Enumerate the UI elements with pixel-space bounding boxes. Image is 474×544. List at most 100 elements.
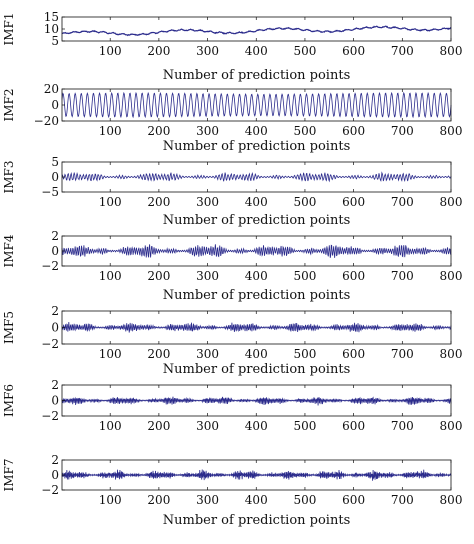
- y-tick-label: −20: [34, 114, 59, 128]
- y-tick-label: 0: [51, 98, 59, 112]
- x-tick-label: 700: [391, 124, 414, 138]
- imf-7-xlabel: Number of prediction points: [163, 513, 350, 528]
- x-tick-label: 200: [147, 269, 170, 283]
- imf-2-xlabel: Number of prediction points: [163, 139, 350, 154]
- x-tick-label: 800: [440, 124, 463, 138]
- imf-1-xlabel: Number of prediction points: [163, 68, 350, 83]
- x-tick-label: 600: [342, 347, 365, 361]
- y-tick-label: −2: [41, 483, 59, 497]
- x-tick-label: 400: [245, 195, 268, 209]
- x-tick-label: 500: [293, 124, 316, 138]
- x-tick-label: 200: [147, 419, 170, 433]
- imf-4-xlabel: Number of prediction points: [163, 288, 350, 303]
- x-tick-label: 500: [293, 269, 316, 283]
- imf-4-ylabel: IMF4: [2, 234, 16, 267]
- x-tick-label: 700: [391, 347, 414, 361]
- imf-7-series-line: [61, 469, 452, 481]
- x-tick-label: 800: [440, 195, 463, 209]
- x-tick-label: 600: [342, 269, 365, 283]
- x-tick-label: 100: [99, 419, 122, 433]
- x-tick-label: 800: [440, 347, 463, 361]
- y-tick-label: 0: [51, 321, 59, 335]
- y-tick-label: −2: [41, 337, 59, 351]
- x-tick-label: 300: [196, 269, 219, 283]
- x-tick-label: 100: [99, 269, 122, 283]
- x-tick-label: 300: [196, 347, 219, 361]
- y-tick-label: 20: [44, 82, 59, 96]
- x-tick-label: 300: [196, 124, 219, 138]
- x-tick-label: 100: [99, 195, 122, 209]
- imf-1-ylabel: IMF1: [2, 13, 16, 46]
- y-tick-label: 2: [51, 229, 59, 243]
- imf-7-ylabel: IMF7: [2, 459, 16, 492]
- x-tick-label: 400: [245, 44, 268, 58]
- x-tick-label: 500: [293, 493, 316, 507]
- x-tick-label: 500: [293, 347, 316, 361]
- y-tick-label: 0: [51, 170, 59, 184]
- x-tick-label: 700: [391, 493, 414, 507]
- x-tick-label: 100: [99, 124, 122, 138]
- x-tick-label: 600: [342, 419, 365, 433]
- imf-panel-5: 100 200 300 400 500 600 700 800 −2 0 2 IMF5 Number o…: [2, 304, 462, 377]
- x-tick-label: 200: [147, 44, 170, 58]
- y-tick-label: 5: [51, 155, 59, 169]
- imf-1-series-line: [61, 25, 452, 37]
- y-tick-label: 15: [44, 10, 59, 24]
- x-tick-label: 800: [440, 419, 463, 433]
- y-tick-label: 0: [51, 244, 59, 258]
- y-tick-label: −2: [41, 409, 59, 423]
- imf-3-xlabel: Number of prediction points: [163, 213, 350, 228]
- x-tick-label: 700: [391, 269, 414, 283]
- x-tick-label: 300: [196, 195, 219, 209]
- imf-panel-2: 100 200 300 400 500 600 700 800 −20 0 20 IMF2 Number…: [2, 82, 462, 154]
- imf-6-ylabel: IMF6: [2, 384, 16, 417]
- imf-panel-3: 100 200 300 400 500 600 700 800 −505 IMF3 Number o…: [2, 155, 462, 228]
- imf-panel-7: 100 200 300 400 500 600 700 800 −202 IMF7 Number o…: [2, 453, 462, 528]
- y-tick-label: 10: [44, 22, 59, 36]
- x-tick-label: 600: [342, 44, 365, 58]
- x-tick-label: 400: [245, 419, 268, 433]
- imf-4-series-line: [61, 244, 452, 258]
- y-tick-label: 2: [51, 304, 59, 318]
- x-tick-label: 700: [391, 195, 414, 209]
- x-tick-label: 400: [245, 493, 268, 507]
- x-tick-label: 100: [99, 347, 122, 361]
- x-tick-label: 300: [196, 493, 219, 507]
- x-tick-label: 500: [293, 195, 316, 209]
- imf-3-series-line: [61, 171, 452, 183]
- x-tick-label: 200: [147, 195, 170, 209]
- imf-5-xlabel: Number of prediction points: [163, 362, 350, 377]
- imf-1-frame: [61, 16, 452, 42]
- x-tick-label: 500: [293, 44, 316, 58]
- x-tick-label: 700: [391, 419, 414, 433]
- imf-panel-4: 100 200 300 400 500 600 700 800 −202 IMF4 Number o…: [2, 229, 462, 303]
- imf-panel-6: 100 200 300 400 500 600 700 800 −20 2 IMF6: [2, 378, 462, 433]
- x-tick-label: 600: [342, 493, 365, 507]
- x-tick-label: 700: [391, 44, 414, 58]
- x-tick-label: 300: [196, 44, 219, 58]
- x-tick-label: 800: [440, 493, 463, 507]
- imf-3-ylabel: IMF3: [2, 161, 16, 194]
- imf-5-ylabel: IMF5: [2, 311, 16, 344]
- x-tick-label: 400: [245, 124, 268, 138]
- x-tick-label: 200: [147, 124, 170, 138]
- x-tick-label: 400: [245, 347, 268, 361]
- x-tick-label: 800: [440, 44, 463, 58]
- x-tick-label: 200: [147, 493, 170, 507]
- x-tick-label: 600: [342, 195, 365, 209]
- x-tick-label: 500: [293, 419, 316, 433]
- y-tick-label: 0: [51, 394, 59, 408]
- imf-5-series-line: [61, 322, 452, 333]
- x-tick-label: 400: [245, 269, 268, 283]
- y-tick-label: 5: [51, 34, 59, 48]
- x-tick-label: 800: [440, 269, 463, 283]
- x-tick-label: 300: [196, 419, 219, 433]
- imf-6-series-line: [61, 396, 452, 406]
- y-tick-label: 2: [51, 378, 59, 392]
- y-tick-label: 0: [51, 468, 59, 482]
- y-tick-label: −2: [41, 259, 59, 273]
- imf-2-ylabel: IMF2: [2, 89, 16, 122]
- x-tick-label: 100: [99, 493, 122, 507]
